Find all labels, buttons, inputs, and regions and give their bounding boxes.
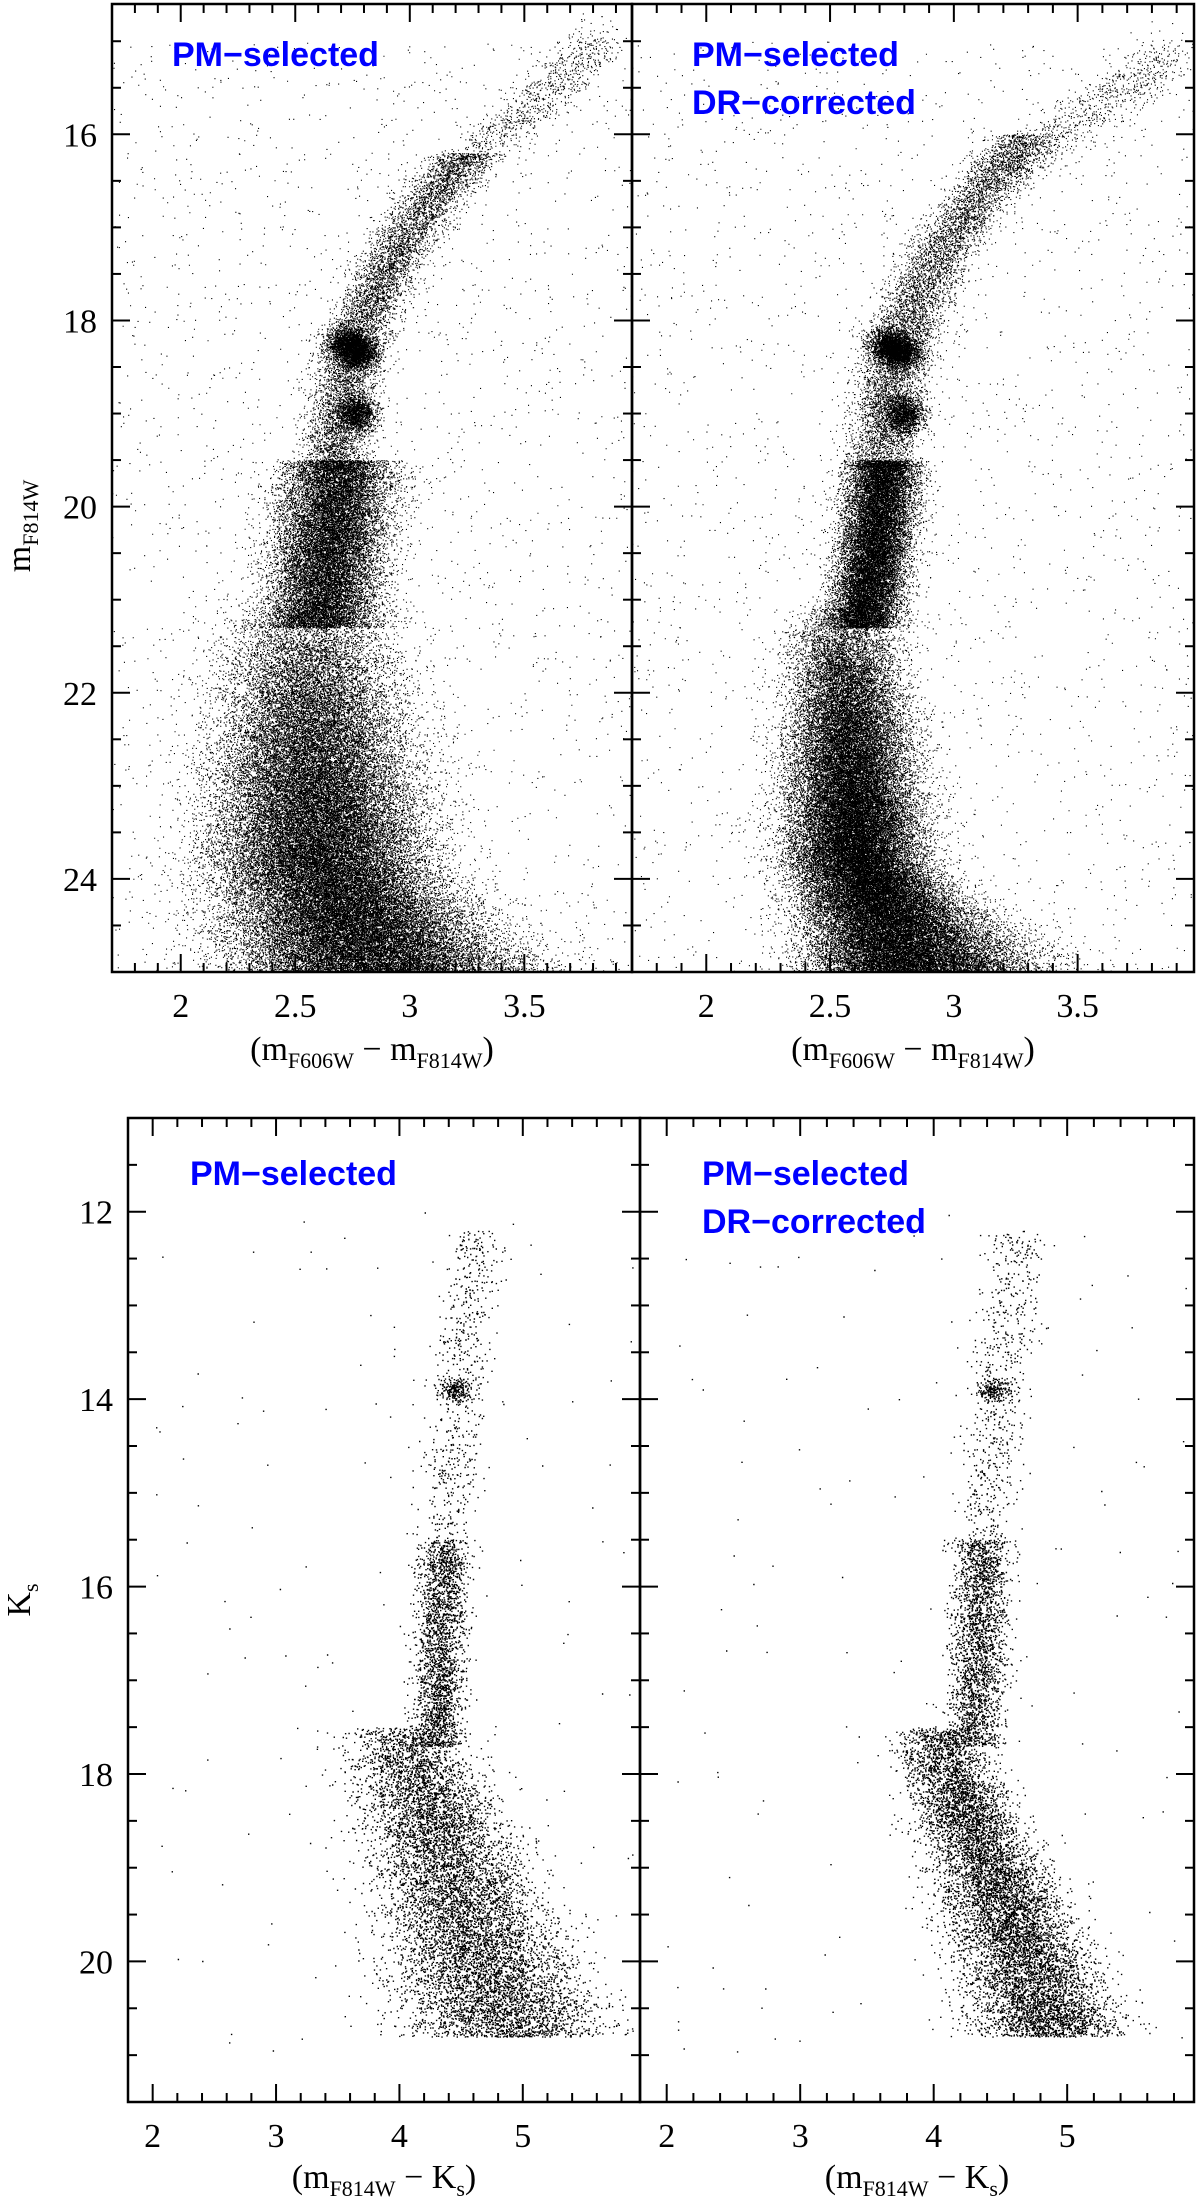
data-points <box>156 1212 634 2051</box>
y-axis-label: mF814W​ <box>1 480 43 573</box>
axis-label-group: (mF606W​ − mF814W​) <box>791 1031 1035 1073</box>
panel-label: DR−corrected <box>692 84 916 122</box>
x-tick-label: 2.5 <box>274 988 317 1025</box>
x-tick-label: 3.5 <box>1056 988 1099 1025</box>
panel-top-right: 2 2.5 3 3.5 PM−selected DR−corrected (mF606W​ … <box>632 4 1195 1073</box>
y-tick-label: 18 <box>79 1757 113 1794</box>
data-points <box>632 21 1195 973</box>
x-tick-label: 2 <box>698 988 715 1025</box>
x-tick-label: 2 <box>658 2118 675 2155</box>
x-tick-label: 3 <box>401 988 418 1025</box>
x-tick-label: 2 <box>144 2118 161 2155</box>
y-tick-label: 16 <box>79 1570 113 1607</box>
star-points <box>112 13 633 973</box>
x-axis-label: (mF606W​ − mF814W​) <box>791 1031 1035 1073</box>
axis-label-group: (mF814W​ − Ks​) <box>825 2159 1009 2201</box>
x-tick-label: 5 <box>1059 2118 1076 2155</box>
y-tick-label: 14 <box>79 1382 113 1419</box>
x-axis-label: (mF814W​ − Ks​) <box>292 2159 476 2201</box>
y-axis-label: Ks​ <box>1 1583 43 1616</box>
axis-label-group: mF814W​ <box>1 480 43 573</box>
plot-frame <box>640 1118 1194 2102</box>
panel-label: PM−selected <box>702 1155 909 1193</box>
panel-label: PM−selected <box>172 36 379 74</box>
y-tick-label: 24 <box>63 862 97 899</box>
axis-label-group: Ks​ <box>1 1583 43 1616</box>
x-axis-label: (mF606W​ − mF814W​) <box>250 1031 494 1073</box>
data-points <box>112 13 633 973</box>
x-tick-label: 4 <box>391 2118 408 2155</box>
x-tick-label: 3 <box>268 2118 285 2155</box>
x-tick-label: 5 <box>514 2118 531 2155</box>
x-tick-label: 3.5 <box>503 988 546 1025</box>
panel-label: PM−selected <box>692 36 899 74</box>
star-points <box>156 1212 634 2051</box>
x-axis-label: (mF814W​ − Ks​) <box>825 2159 1009 2201</box>
panel-bottom-left: 2 3 4 5 12 14 16 18 20 PM−selected (mF814W​ − Ks​) <box>79 1118 640 2201</box>
y-tick-label: 22 <box>63 676 97 713</box>
data-points <box>667 1215 1187 2053</box>
axis-label-group: (mF814W​ − Ks​) <box>292 2159 476 2201</box>
y-tick-label: 12 <box>79 1195 113 1232</box>
y-tick-label: 20 <box>79 1944 113 1981</box>
plot-frame <box>128 1118 640 2102</box>
plot-frame <box>632 4 1194 972</box>
panel-label: PM−selected <box>190 1155 397 1193</box>
star-points <box>632 21 1195 973</box>
panel-top-left: 2 2.5 3 3.5 16 18 20 22 24 PM−selected (mF606W​ − … <box>63 4 633 1073</box>
panel-label: DR−corrected <box>702 1203 926 1241</box>
x-tick-label: 2 <box>172 988 189 1025</box>
axis-label-group: (mF606W​ − mF814W​) <box>250 1031 494 1073</box>
row-top: 2 2.5 3 3.5 16 18 20 22 24 PM−selected (mF606W​ − … <box>1 4 1195 1073</box>
x-tick-label: 3 <box>945 988 962 1025</box>
x-tick-label: 4 <box>925 2118 942 2155</box>
x-tick-label: 3 <box>792 2118 809 2155</box>
x-tick-label: 2.5 <box>809 988 852 1025</box>
y-tick-label: 16 <box>63 117 97 154</box>
row-bottom: 2 3 4 5 12 14 16 18 20 PM−selected (mF814W​ − Ks​)… <box>1 1118 1194 2201</box>
star-points <box>667 1215 1187 2053</box>
y-tick-label: 20 <box>63 490 97 527</box>
y-tick-label: 18 <box>63 303 97 340</box>
panel-bottom-right: 2 3 4 5 PM−selected DR−corrected (mF814W​ − Ks… <box>640 1118 1194 2201</box>
